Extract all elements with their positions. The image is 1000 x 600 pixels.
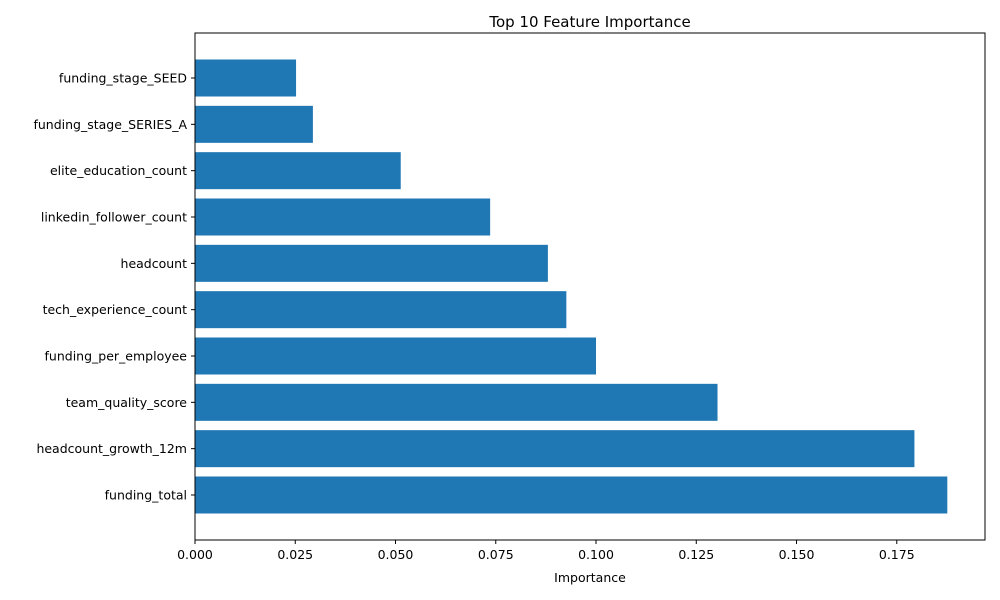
bar-team_quality_score xyxy=(195,383,718,421)
bar-headcount_growth_12m xyxy=(195,430,915,468)
x-tick-label: 0.025 xyxy=(277,547,313,562)
x-tick-label: 0.175 xyxy=(879,547,915,562)
bar-funding_per_employee xyxy=(195,337,597,375)
y-tick-label: tech_experience_count xyxy=(43,302,188,317)
bars-group xyxy=(195,59,948,514)
x-tick-label: 0.100 xyxy=(578,547,614,562)
y-tick-label: funding_per_employee xyxy=(45,349,188,364)
bar-headcount xyxy=(195,244,548,282)
x-tick-label: 0.150 xyxy=(779,547,815,562)
bar-linkedin_follower_count xyxy=(195,198,491,236)
y-tick-label: linkedin_follower_count xyxy=(41,210,187,225)
plot-frame xyxy=(194,32,986,541)
bar-funding_total xyxy=(195,476,948,514)
x-axis-label: Importance xyxy=(554,570,626,585)
bar-elite_education_count xyxy=(195,152,401,190)
bar-tech_experience_count xyxy=(195,291,567,329)
y-tick-label: funding_stage_SERIES_A xyxy=(33,117,187,132)
y-tick-label: headcount_growth_12m xyxy=(36,441,187,456)
y-tick-label: elite_education_count xyxy=(50,163,187,178)
y-tick-label: funding_stage_SEED xyxy=(59,71,187,86)
y-tick-label: funding_total xyxy=(105,488,187,503)
bar-funding_stage_SERIES_A xyxy=(195,105,313,143)
bar-funding_stage_SEED xyxy=(195,59,297,97)
y-tick-label: team_quality_score xyxy=(66,395,188,410)
x-tick-label: 0.075 xyxy=(478,547,514,562)
x-axis: 0.000 0.025 0.050 0.075 0.100 0.125 0.150 0.175 xyxy=(177,540,915,562)
y-tick-label: headcount xyxy=(121,256,188,271)
y-axis: funding_stage_SEED funding_stage_SERIES_A… xyxy=(33,71,195,503)
x-tick-label: 0.000 xyxy=(177,547,213,562)
x-tick-label: 0.125 xyxy=(678,547,714,562)
chart-title: Top 10 Feature Importance xyxy=(488,13,690,31)
x-tick-label: 0.050 xyxy=(378,547,414,562)
